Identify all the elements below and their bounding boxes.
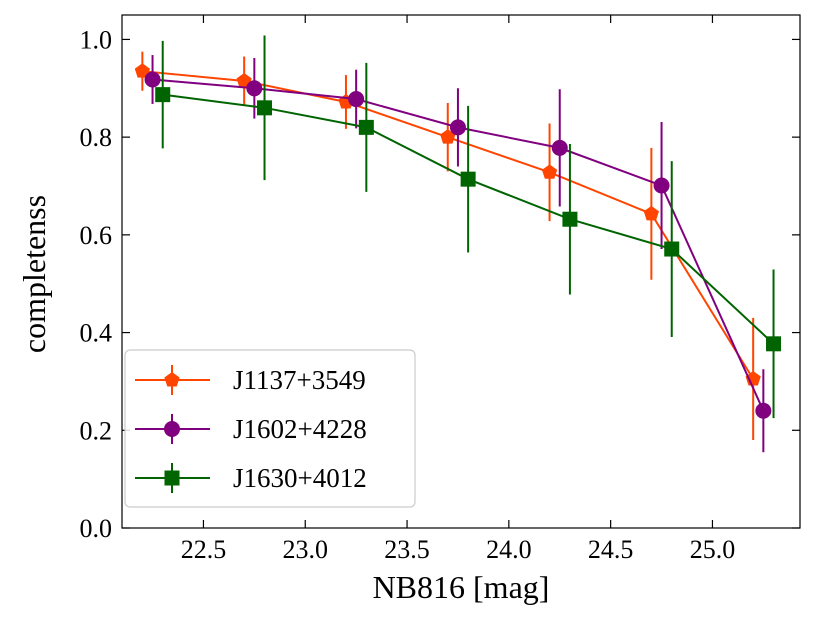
legend-label: J1630+4012 [233,463,367,493]
legend-entry: J1137+3549 [135,365,366,395]
x-tick-label: 23.0 [282,535,328,564]
data-point [551,139,568,156]
data-point [246,80,263,97]
x-tick-label: 25.0 [690,535,736,564]
legend-entry: J1602+4228 [135,414,367,444]
y-tick-label: 0.4 [80,319,113,348]
data-point [449,119,466,136]
legend-entry: J1630+4012 [135,463,367,493]
data-point [134,63,150,78]
legend-marker [164,372,180,387]
data-point [755,402,772,419]
legend: J1137+3549 J1602+4228 J1630+4012 [124,349,416,508]
data-point [664,241,680,257]
x-tick-label: 23.5 [384,535,430,564]
axes-frame [121,14,801,529]
series-J1602+4228 [144,55,772,453]
data-point [348,91,365,108]
data-point [653,177,670,194]
y-tick-label: 1.0 [80,25,113,54]
y-tick-label: 0.0 [80,514,113,543]
data-point [766,336,782,352]
legend-marker [164,421,180,437]
data-point [155,87,171,103]
plot-area [134,35,782,453]
x-axis-label: NB816 [mag] [373,569,550,605]
y-tick-label: 0.2 [80,416,113,445]
legend-label: J1602+4228 [233,414,367,444]
data-point [257,100,273,116]
axes: 22.5 23.0 23.5 24.0 24.5 25.0 0.0 0.2 0.4 0.6 0.8 1… [80,14,801,564]
y-tick-label: 0.8 [80,123,113,152]
x-tick-label: 22.5 [181,535,227,564]
legend-label: J1137+3549 [233,365,366,395]
data-point [643,205,659,221]
series-J1630+4012 [155,35,782,419]
data-point [460,171,476,187]
data-point [562,211,578,227]
data-point [440,129,456,144]
data-point [358,119,374,135]
x-tick-label: 24.5 [588,535,634,564]
legend-box [124,349,416,508]
y-tick-label: 0.6 [80,221,113,250]
legend-marker [164,470,180,486]
y-axis-label: completenss [16,195,52,353]
x-tick-label: 24.0 [486,535,532,564]
data-point [541,164,558,179]
data-point [144,71,161,88]
